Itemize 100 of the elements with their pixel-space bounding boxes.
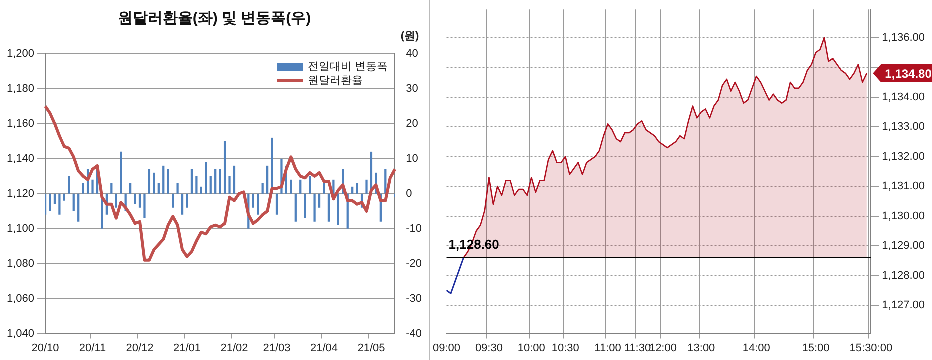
bar [294,194,297,222]
bar [332,180,335,194]
y2-tick-label: -40 [406,328,422,340]
legend-label: 전일대비 변동폭 [308,61,388,74]
bar [214,169,217,194]
bar [129,183,132,194]
bar [266,166,269,194]
bar [186,194,188,208]
bar [276,194,278,215]
bar [337,194,340,226]
bar [196,176,198,194]
bar [153,172,156,194]
bar [58,194,61,215]
x-tick-label: 09:00 [433,342,461,354]
bar [300,180,302,194]
chart-title: 원달러환율(좌) 및 변동폭(우) [118,10,312,28]
y-tick-label: 1,129.00 [882,240,926,252]
bar [115,194,118,208]
bar [49,194,52,212]
x-tick-label: 15:00 [802,342,830,354]
x-tick-label: 21/05 [358,342,386,354]
x-tick-label: 21/01 [173,342,202,354]
y2-tick-label: 0 [406,188,412,200]
x-tick-label: 13:00 [688,342,716,354]
y-tick-label: 1,130.00 [882,210,926,222]
y-tick-label: 1,160 [6,118,35,130]
bar [63,194,66,201]
x-tick-label: 15:30:00 [850,342,893,354]
x-tick-label: 20/11 [79,342,106,354]
bar [134,194,136,204]
bar [158,183,160,194]
bar [176,183,179,194]
y-tick-label: 1,134.00 [882,91,926,104]
y2-tick-label: -20 [406,258,422,270]
bar [352,186,354,194]
legend-label: 원달러환율 [308,75,364,88]
y2-tick-label: -30 [406,292,422,305]
x-tick-label: 11:00 [594,342,622,354]
bar [366,180,368,194]
x-tick-label: 21/02 [220,342,248,354]
y-tick-label: 1,040 [6,328,35,340]
x-tick-label: 14:00 [742,342,770,354]
bar [54,194,56,204]
x-tick-label: 12:00 [649,342,677,354]
x-tick-label: 21/03 [263,342,291,354]
bar [228,176,231,194]
y2-axis-title: (원) [400,30,420,43]
y-tick-label: 1,132.00 [882,150,926,163]
bar [210,176,212,194]
y-tick-label: 1,120 [6,188,35,200]
y2-tick-label: 10 [406,152,418,165]
bar [219,169,222,194]
x-tick-label: 11:30 [624,342,652,354]
y-tick-label: 1,180 [6,83,35,96]
bar [233,166,236,194]
bar [190,169,194,194]
bar [181,194,184,215]
bar [138,194,142,208]
bar [72,194,75,212]
x-tick-label: 09:30 [475,342,503,354]
text: 1,134.80 [885,66,932,81]
bar [309,176,312,194]
bar [252,194,254,208]
bar [167,169,170,194]
y2-tick-label: 40 [406,48,418,60]
bar [144,194,146,218]
y2-tick-label: 30 [406,83,418,96]
bar [68,176,70,194]
y-tick-label: 1,128.00 [882,270,926,282]
y-tick-label: 1,200 [6,48,35,60]
x-tick-label: 20/10 [32,342,60,354]
x-tick-label: 21/04 [310,342,338,354]
y-tick-label: 1,060 [6,292,35,305]
bar [262,183,264,194]
x-tick-label: 20/12 [126,342,154,354]
y2-tick-label: 20 [406,118,418,130]
bar [328,194,330,222]
y-tick-label: 1,140 [6,152,35,165]
y2-tick-label: -10 [406,222,422,235]
bar [148,169,151,194]
bar [314,194,316,222]
bar [318,194,321,208]
bar [304,194,306,218]
bar [205,162,208,194]
bar [172,194,174,208]
y-tick-label: 1,133.00 [882,121,926,134]
y-tick-label: 1,136.00 [882,32,926,44]
y-tick-label: 1,100 [6,222,35,235]
bar [356,183,358,194]
bar [257,194,260,215]
bar [290,180,292,194]
bar [120,152,122,194]
y-tick-label: 1,080 [6,258,35,270]
bar [78,194,80,222]
bar [110,183,113,194]
bar [92,180,94,194]
y-tick-label: 1,127.00 [882,300,926,312]
bar [82,183,84,194]
bar [200,186,202,194]
bar [224,141,226,194]
